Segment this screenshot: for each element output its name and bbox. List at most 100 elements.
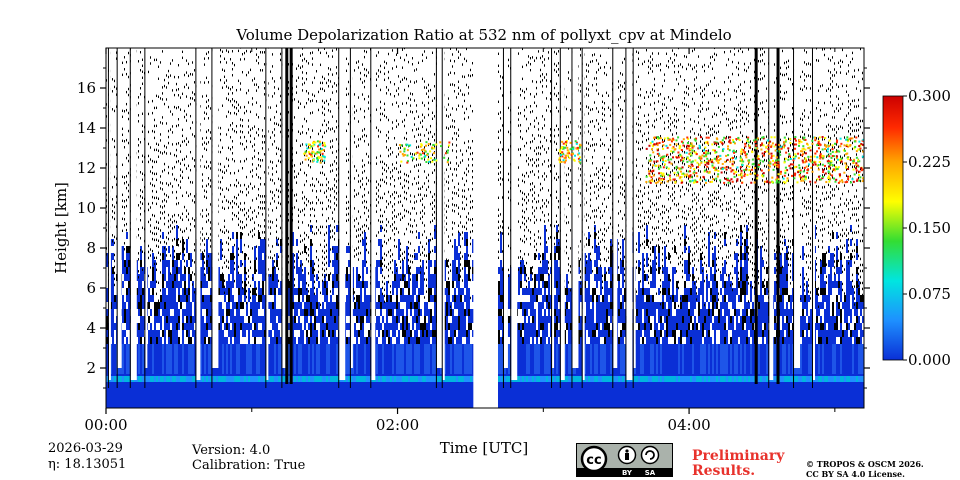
heatmap-cell — [434, 309, 436, 316]
heatmap-cell — [234, 330, 236, 337]
heatmap-cell — [408, 84, 409, 88]
heatmap-cell — [260, 344, 262, 374]
heatmap-cell — [238, 217, 239, 221]
heatmap-cell — [308, 374, 310, 408]
heatmap-cell — [452, 295, 454, 302]
heatmap-cell — [360, 302, 362, 309]
heatmap-cell — [210, 179, 211, 182]
heatmap-cell — [168, 75, 169, 79]
heatmap-cell — [126, 180, 127, 184]
heatmap-cell — [272, 302, 274, 309]
heatmap-cell — [126, 260, 128, 267]
heatmap-cell — [298, 64, 299, 67]
heatmap-cell — [264, 141, 265, 144]
heatmap-cell — [210, 302, 212, 309]
heatmap-cell — [158, 239, 159, 242]
heatmap-cell — [404, 190, 405, 194]
heatmap-cell — [150, 309, 152, 316]
heatmap-cell — [310, 225, 311, 229]
heatmap-cell — [172, 246, 174, 253]
heatmap-cell — [320, 291, 321, 295]
heatmap-cell — [252, 97, 253, 100]
heatmap-cell — [428, 260, 430, 267]
heatmap-cell — [166, 242, 167, 245]
heatmap-cell — [436, 374, 438, 408]
heatmap-cell — [240, 88, 241, 91]
heatmap-cell — [310, 309, 312, 316]
heatmap-cell — [188, 140, 189, 144]
heatmap-cell — [376, 260, 378, 267]
heatmap-cell — [184, 344, 186, 374]
heatmap-cell — [404, 76, 405, 80]
heatmap-cell — [156, 262, 157, 266]
heatmap-column — [362, 63, 364, 408]
heatmap-column — [428, 83, 430, 408]
heatmap-cell — [254, 295, 256, 302]
heatmap-cell — [252, 217, 253, 220]
heatmap-column — [254, 77, 256, 408]
heatmap-cell — [242, 70, 243, 74]
heatmap-cell — [138, 276, 139, 279]
heatmap-cell — [366, 374, 368, 408]
heatmap-cell — [158, 227, 159, 230]
heatmap-cell — [254, 221, 255, 224]
heatmap-cell — [392, 193, 393, 196]
heatmap-cell — [312, 93, 313, 96]
heatmap-cell — [192, 271, 193, 274]
heatmap-cell — [308, 272, 309, 275]
heatmap-cell — [154, 374, 156, 408]
heatmap-cell — [392, 205, 393, 208]
heatmap-cell — [414, 330, 416, 337]
heatmap-cell — [168, 237, 169, 241]
heatmap-cell — [422, 119, 423, 123]
heatmap-cell — [158, 302, 160, 309]
heatmap-cell — [430, 232, 431, 236]
heatmap-cell — [452, 191, 453, 194]
heatmap-cell — [288, 302, 290, 309]
heatmap-cell — [362, 129, 363, 132]
heatmap-cell — [162, 330, 164, 337]
heatmap-cell — [450, 337, 452, 344]
heatmap-cell — [418, 295, 420, 302]
heatmap-cell — [188, 376, 190, 382]
heatmap-cell — [334, 274, 336, 281]
heatmap-cell — [152, 295, 154, 302]
heatmap-cell — [176, 281, 178, 288]
heatmap-cell — [382, 316, 384, 323]
heatmap-cell — [434, 199, 435, 202]
heatmap-cell — [192, 259, 193, 262]
heatmap-cell — [210, 245, 211, 248]
heatmap-cell — [168, 231, 169, 235]
heatmap-cell — [426, 323, 428, 330]
heatmap-cell — [184, 253, 185, 257]
heatmap-cell — [388, 238, 389, 242]
heatmap-cell — [152, 195, 153, 199]
heatmap-cell — [314, 262, 315, 266]
heatmap-cell — [122, 133, 123, 137]
heatmap-cell — [276, 188, 277, 192]
heatmap-cell — [184, 109, 185, 113]
heatmap-cell — [188, 302, 190, 309]
heatmap-cell — [238, 181, 239, 185]
heatmap-cell — [348, 212, 349, 216]
heatmap-cell — [382, 214, 383, 218]
heatmap-cell — [208, 295, 210, 302]
heatmap-cell — [358, 252, 359, 255]
heatmap-cell — [228, 266, 229, 270]
heatmap-cell — [178, 124, 179, 127]
heatmap-cell — [180, 180, 181, 183]
heatmap-cell — [242, 232, 243, 236]
heatmap-cell — [418, 288, 420, 295]
heatmap-cell — [124, 110, 125, 113]
heatmap-cell — [194, 273, 195, 276]
heatmap-cell — [262, 213, 263, 216]
heatmap-cell — [170, 337, 172, 344]
heatmap-cell — [176, 267, 178, 274]
heatmap-cell — [164, 204, 165, 208]
heatmap-cell — [324, 269, 325, 272]
heatmap-cell — [376, 198, 377, 201]
heatmap-column — [112, 78, 114, 408]
heatmap-cell — [334, 260, 336, 267]
heatmap-cell — [138, 344, 140, 374]
heatmap-cell — [400, 164, 401, 167]
